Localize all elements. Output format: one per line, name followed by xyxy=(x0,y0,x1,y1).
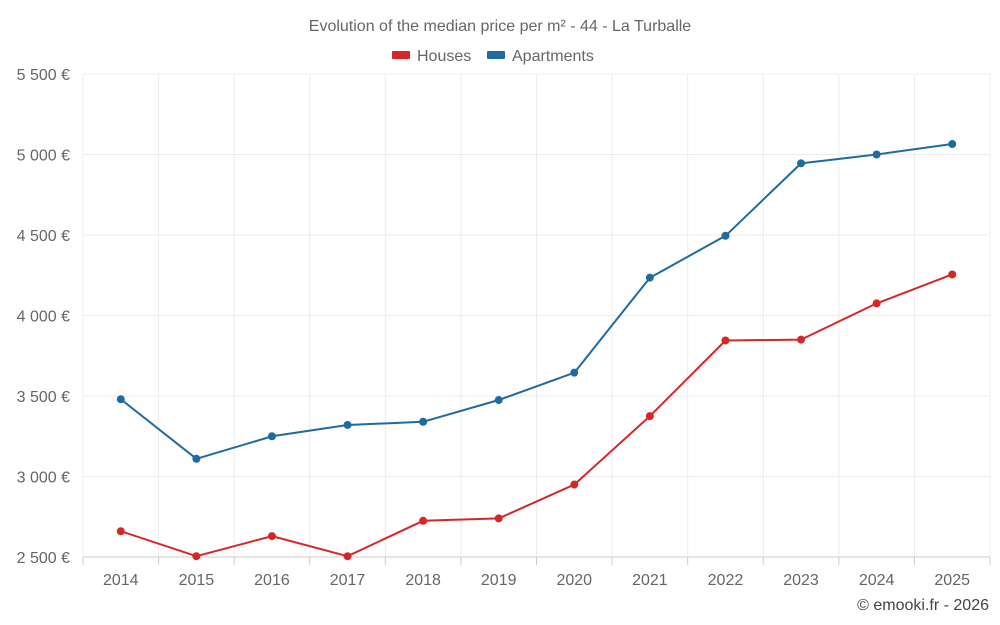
data-point-apartments-2018[interactable] xyxy=(419,417,428,426)
y-axis: 2 500 € 3 000 € 3 500 € 4 000 € 4 500 € 5 000… xyxy=(17,67,70,567)
data-point-apartments-2017[interactable] xyxy=(343,420,352,429)
data-point-apartments-2020[interactable] xyxy=(570,368,579,377)
x-tick-label: 2017 xyxy=(330,572,366,589)
x-tick-label: 2025 xyxy=(934,572,970,589)
x-tick-label: 2016 xyxy=(254,572,290,589)
x-axis: 2014 2015 2016 2017 2018 2019 2020 2021 2022 2023… xyxy=(103,572,970,589)
x-tick-label: 2024 xyxy=(859,572,895,589)
y-tick-label: 5 000 € xyxy=(17,148,70,165)
x-tick-label: 2015 xyxy=(179,572,215,589)
series-line-apartments xyxy=(120,143,953,460)
y-tick-label: 3 500 € xyxy=(17,389,70,406)
data-point-houses-2021[interactable] xyxy=(645,412,654,421)
data-point-apartments-2019[interactable] xyxy=(494,396,503,405)
series xyxy=(116,140,957,561)
data-point-houses-2016[interactable] xyxy=(267,532,276,541)
y-tick-label: 4 000 € xyxy=(17,309,70,326)
data-point-houses-2022[interactable] xyxy=(721,336,730,345)
y-tick-label: 2 500 € xyxy=(17,550,70,567)
data-point-houses-2018[interactable] xyxy=(419,516,428,525)
data-point-apartments-2022[interactable] xyxy=(721,231,730,240)
x-tick-label: 2021 xyxy=(632,572,668,589)
series-apartments xyxy=(116,140,957,463)
x-tick-label: 2018 xyxy=(405,572,441,589)
data-point-houses-2024[interactable] xyxy=(872,299,881,308)
legend-swatch-houses[interactable] xyxy=(392,51,410,59)
data-point-apartments-2021[interactable] xyxy=(645,273,654,282)
data-point-apartments-2024[interactable] xyxy=(872,150,881,159)
data-point-houses-2017[interactable] xyxy=(343,552,352,561)
data-point-houses-2015[interactable] xyxy=(192,552,201,561)
legend-label-apartments[interactable]: Apartments xyxy=(512,48,594,65)
data-point-houses-2020[interactable] xyxy=(570,480,579,489)
data-point-houses-2023[interactable] xyxy=(797,335,806,344)
legend: Houses Apartments xyxy=(392,48,594,65)
y-tick-label: 4 500 € xyxy=(17,228,70,245)
x-tick-label: 2020 xyxy=(556,572,592,589)
chart-title: Evolution of the median price per m² - 4… xyxy=(309,18,692,35)
x-tick-label: 2014 xyxy=(103,572,139,589)
grid xyxy=(82,73,991,565)
data-point-houses-2014[interactable] xyxy=(116,527,125,536)
series-line-houses xyxy=(120,273,953,558)
data-point-apartments-2025[interactable] xyxy=(948,140,957,149)
series-houses xyxy=(116,270,957,561)
credit-text: © emooki.fr - 2026 xyxy=(857,597,989,614)
data-point-apartments-2015[interactable] xyxy=(192,454,201,463)
legend-label-houses[interactable]: Houses xyxy=(417,48,471,65)
data-point-apartments-2023[interactable] xyxy=(797,159,806,168)
y-tick-label: 5 500 € xyxy=(17,67,70,84)
data-point-houses-2019[interactable] xyxy=(494,514,503,523)
x-tick-label: 2023 xyxy=(783,572,819,589)
data-point-houses-2025[interactable] xyxy=(948,270,957,279)
x-tick-label: 2019 xyxy=(481,572,517,589)
data-point-apartments-2014[interactable] xyxy=(116,395,125,404)
legend-swatch-apartments[interactable] xyxy=(487,51,505,59)
y-tick-label: 3 000 € xyxy=(17,470,70,487)
data-point-apartments-2016[interactable] xyxy=(267,432,276,441)
x-tick-label: 2022 xyxy=(708,572,744,589)
